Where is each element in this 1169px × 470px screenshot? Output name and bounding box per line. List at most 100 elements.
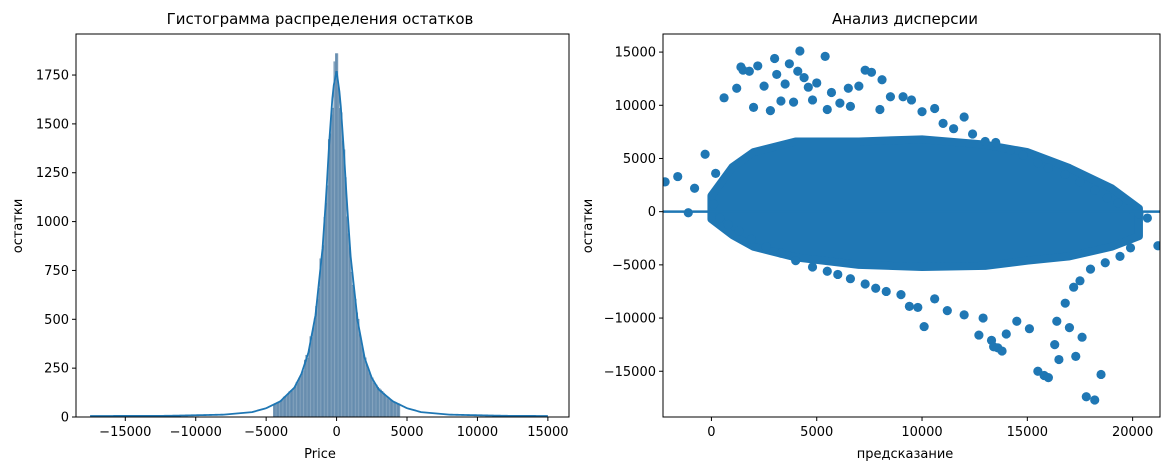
scatter-point [799,73,809,83]
x-tick-label: 15000 [1007,425,1048,440]
scatter-point [1052,316,1062,326]
histogram-bar [357,318,360,417]
scatter-point [1069,282,1079,292]
scatter-point [1012,316,1022,326]
scatter-point [1085,264,1096,274]
scatter-point [1054,354,1064,365]
scatter-point [978,313,988,323]
plot-frame [662,33,1161,418]
scatter-point [906,95,917,105]
scatter-point [748,102,759,113]
scatter-point [759,81,769,91]
histogram-bar [346,216,349,417]
histogram-bar [288,391,291,417]
scatter-point [845,274,856,284]
scatter-point [949,124,959,134]
histogram-bar [378,388,381,417]
scatter-point [776,96,786,106]
scatter-point [942,306,952,316]
x-tick-label: 15000 [527,425,568,440]
y-tick-label: 1750 [36,69,69,84]
y-tick-label: 1250 [36,166,69,181]
scatter-point [980,136,990,147]
histogram-bar [387,398,389,417]
y-tick-label: −10000 [604,312,656,327]
histogram-bar [389,399,392,417]
scatter-point [1071,351,1081,361]
scatter-point [753,61,763,71]
histogram-bar [364,357,367,417]
histogram-bar [385,395,388,417]
plot-frame [75,33,570,418]
histogram-bar [313,318,316,417]
histogram-bar [392,401,395,417]
scatter-point [1060,169,1070,180]
scatter-point [898,92,908,102]
scatter-point [1153,241,1160,251]
scatter-point [930,103,940,114]
scatter-point [734,226,744,236]
histogram-bar [336,53,339,417]
scatter-point [1077,332,1087,342]
histogram-bar [354,298,357,417]
y-tick-label: −5000 [612,258,656,273]
scatter-point [746,234,757,244]
scatter-point [843,83,853,93]
scatter-point [788,97,799,107]
scatter-point [1081,392,1091,402]
histogram-bar [395,402,398,417]
scatter-plot-area: 0 5000 10000 15000 20000 −15000 −10000 −5000 0 50… [604,33,1161,440]
scatter-point [776,248,786,258]
histogram-bar [366,364,368,417]
scatter-x-axis-label: предсказание [857,447,954,462]
histogram-bar [330,114,333,417]
scatter-point [1090,395,1100,405]
scatter-point [930,294,940,304]
scatter-point [803,82,813,92]
histogram-bar [332,107,334,417]
histogram-bar [351,284,354,417]
histogram-bar [361,347,364,417]
scatter-point [1001,329,1011,339]
x-tick-label: 5000 [390,425,423,440]
x-tick-label: −15000 [99,425,151,440]
histogram-bar [373,383,375,417]
histogram-bar [363,355,365,417]
scatter-point [780,79,790,89]
scatter-point [700,149,710,159]
y-tick-label: 500 [44,313,69,328]
scatter-point [854,81,864,91]
histogram-bar [356,312,358,417]
histogram-bar [353,290,356,417]
scatter-point [1050,340,1060,350]
scatter-point [1060,298,1070,308]
histogram-bar [311,337,313,417]
y-tick-label: 1500 [36,117,69,132]
scatter-point [881,286,891,297]
histogram-bar [342,140,344,417]
scatter-point [765,106,776,116]
scatter-point [812,78,822,88]
histogram-bar [349,247,351,417]
histogram-bar [289,390,292,417]
histogram-bar [294,387,296,417]
histogram-bar [298,377,301,417]
scatter-chart: Анализ дисперсии 0 5000 10000 15000 20000 −15… [581,10,1161,462]
x-tick-label: −10000 [170,425,222,440]
scatter-point [807,262,818,272]
scatter-point [967,129,978,139]
histogram-bar [375,384,378,417]
density-curve [90,70,548,417]
scatter-dense-mass [707,135,1143,271]
y-tick-label: 250 [44,362,69,377]
x-tick-label: −5000 [244,425,288,440]
histogram-bar [347,233,350,417]
scatter-point [761,242,771,252]
scatter-point [871,283,881,293]
histogram-bar [306,357,309,417]
y-tick-label: −15000 [604,365,656,380]
histogram-bar [281,400,284,417]
scatter-point [784,59,794,69]
histogram-bar [335,53,337,417]
scatter-point [877,75,887,85]
